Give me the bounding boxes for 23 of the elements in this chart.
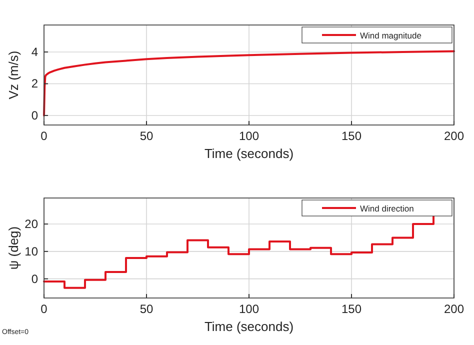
x-tick-label: 100 [238,302,260,316]
legend-label: Wind magnitude [360,30,422,40]
y-tick-label: 0 [31,108,38,122]
x-tick-label: 100 [238,129,260,143]
y-tick-label: 2 [31,76,38,91]
y-tick-label: 0 [31,272,38,286]
legend-label: Wind direction [360,204,414,214]
y-tick-label: 4 [31,44,38,59]
x-tick-label: 50 [140,129,154,143]
x-tick-label: 150 [341,129,362,143]
x-tick-label: 0 [40,302,48,316]
x-axis-title: Time (seconds) [204,146,294,161]
line-series [43,50,455,116]
x-axis-title: Time (seconds) [204,319,294,334]
y-axis-title: ψ (deg) [6,226,21,270]
x-tick-label: 50 [140,302,154,316]
x-tick-label: 200 [444,129,464,143]
y-tick-label: 10 [24,244,38,258]
x-tick-label: 0 [40,129,48,143]
y-axis-title: Vz (m/s) [6,50,21,100]
x-tick-label: 200 [444,302,464,316]
x-tick-label: 150 [341,302,362,316]
y-tick-label: 20 [24,217,38,232]
